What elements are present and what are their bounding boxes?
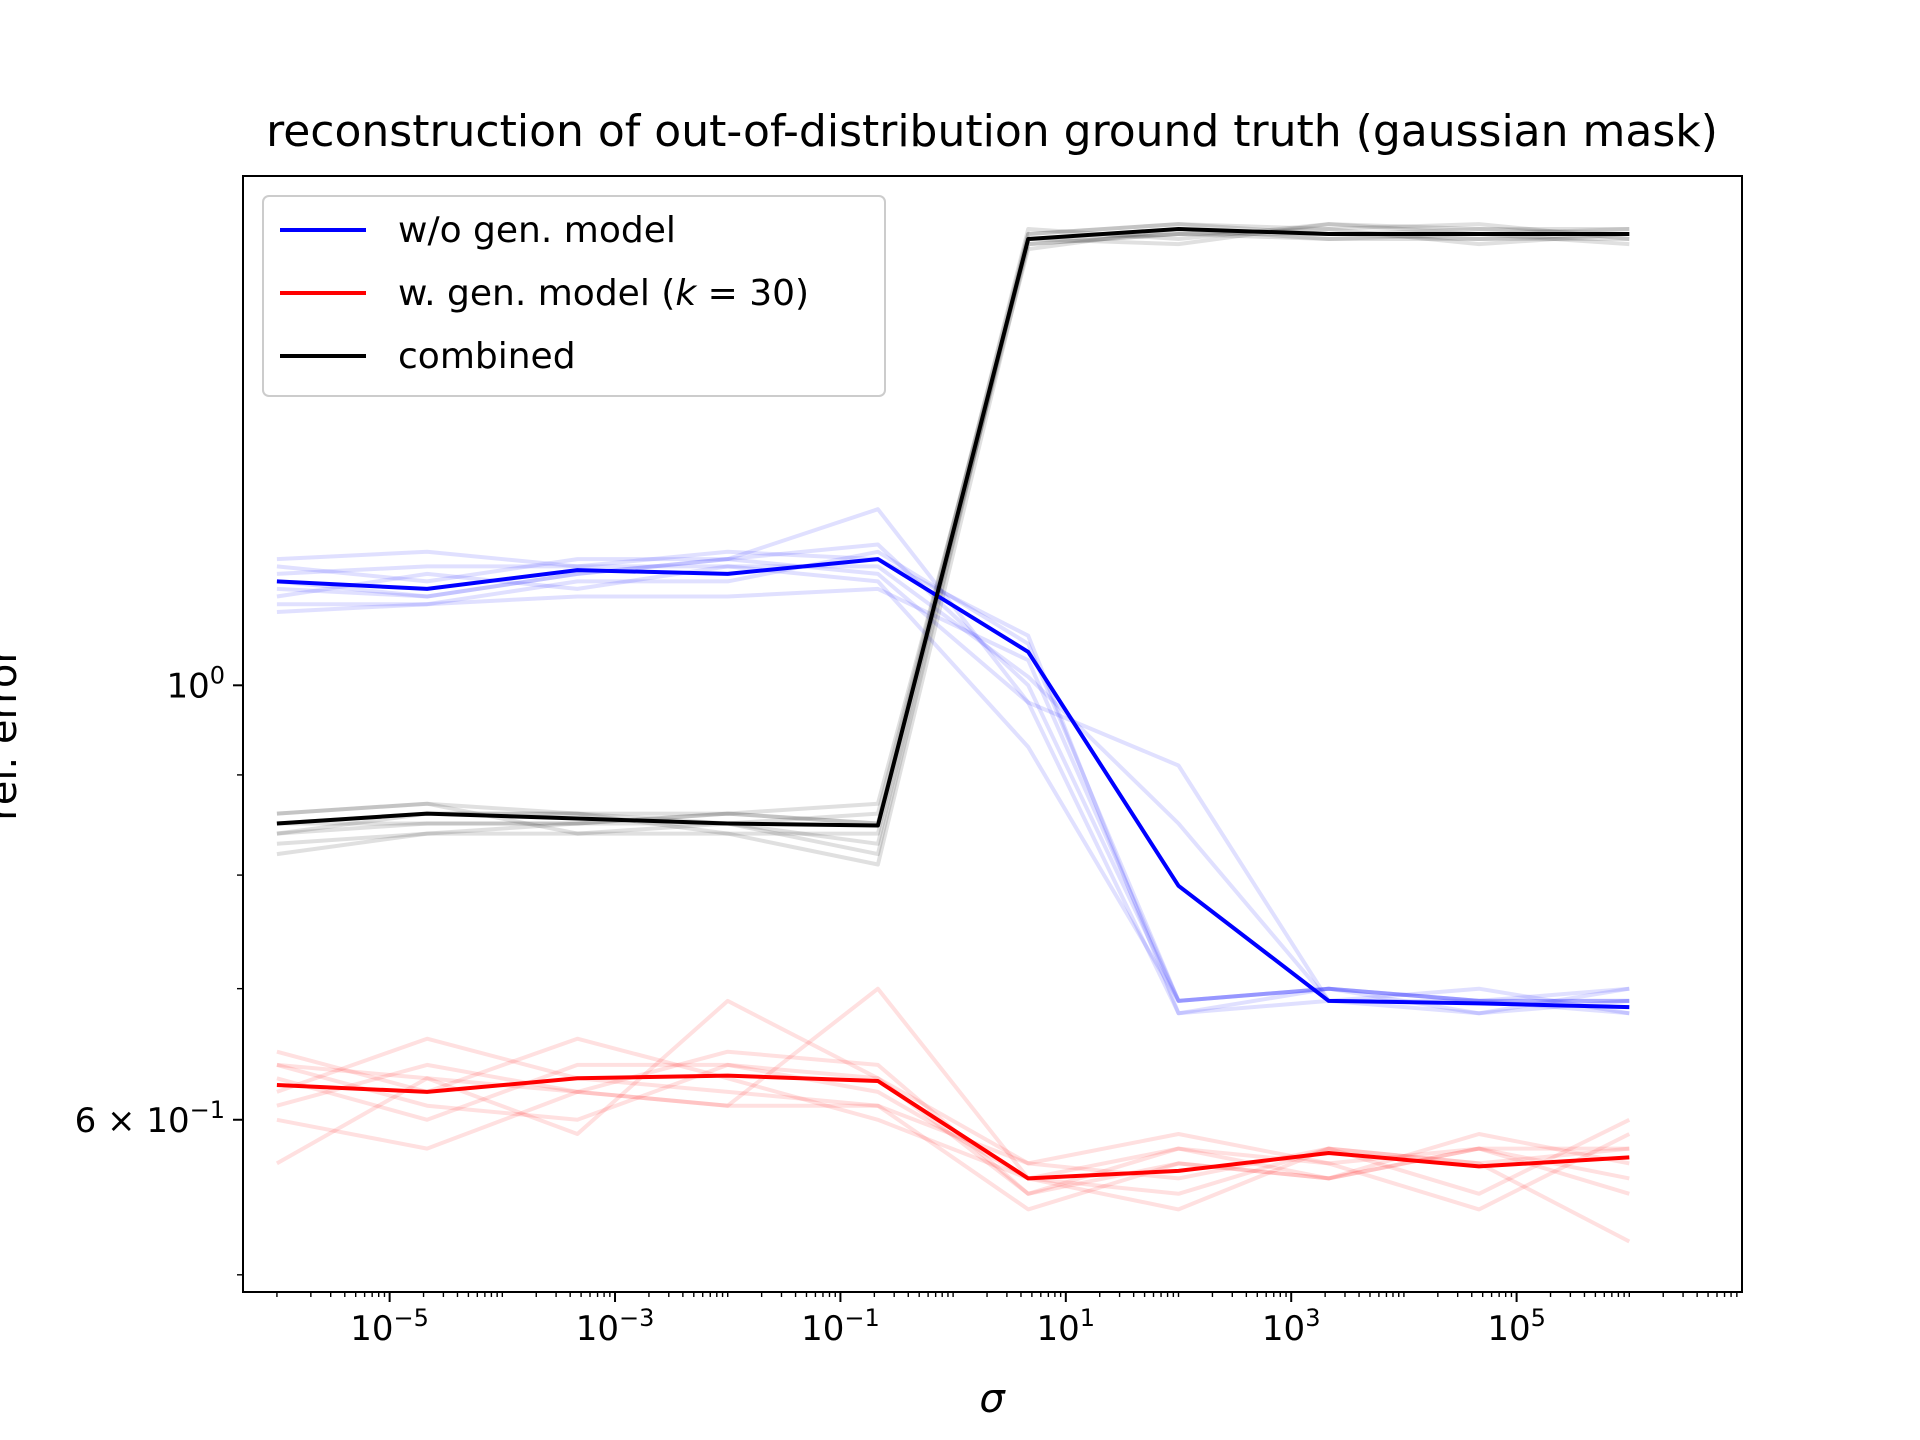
x-tick-label: 10−3 bbox=[576, 1304, 655, 1349]
series-0-mean-line bbox=[276, 557, 1630, 1010]
mean-lines-layer bbox=[276, 227, 1630, 1181]
x-tick-label: 10−1 bbox=[801, 1304, 880, 1349]
x-tick-label: 10−5 bbox=[350, 1304, 429, 1349]
series-1-run-2-line bbox=[275, 998, 1630, 1196]
legend-label: w. gen. model (k = 30) bbox=[398, 273, 809, 314]
y-axis-label: rel. error bbox=[0, 647, 26, 821]
series-1-run-7-line bbox=[276, 1089, 1630, 1212]
series-1-mean-line bbox=[276, 1073, 1630, 1181]
y-tick-label: 100 bbox=[166, 661, 225, 706]
chart-title: reconstruction of out-of-distribution gr… bbox=[266, 106, 1718, 157]
series-0-run-2-line bbox=[276, 557, 1630, 1016]
y-tick-label: 6 × 10−1 bbox=[75, 1096, 225, 1141]
series-2-mean-line bbox=[276, 227, 1630, 828]
legend: w/o gen. model w. gen. model (k = 30) comb… bbox=[262, 195, 886, 397]
series-1-run-4-line bbox=[276, 1036, 1631, 1244]
x-axis-label: σ bbox=[979, 1376, 1006, 1422]
series-2-run-5-line bbox=[276, 227, 1630, 846]
series-0-run-0-line bbox=[276, 549, 1630, 1016]
faint-runs-layer bbox=[275, 222, 1631, 1244]
legend-label: combined bbox=[398, 336, 576, 377]
series-0-run-3-line bbox=[276, 549, 1630, 1016]
plot-frame bbox=[242, 175, 1743, 1293]
y-axis: 100 6 × 10−1 bbox=[75, 661, 243, 1276]
series-2-run-0-line bbox=[276, 222, 1630, 816]
x-tick-label: 101 bbox=[1037, 1304, 1096, 1349]
series-1-run-3-line bbox=[276, 1036, 1631, 1212]
legend-frame bbox=[262, 195, 886, 397]
series-2-run-4-line bbox=[276, 222, 1630, 836]
x-axis: 10−5 10−3 10−1 101 103 105 bbox=[276, 1292, 1738, 1349]
series-2-run-7-line bbox=[276, 232, 1630, 867]
legend-label: w/o gen. model bbox=[398, 210, 676, 251]
series-0-run-4-line bbox=[276, 564, 1630, 1003]
series-1-run-0-line bbox=[276, 1062, 1630, 1181]
series-1-run-6-line bbox=[276, 1062, 1631, 1196]
x-tick-label: 105 bbox=[1487, 1304, 1546, 1349]
series-0-run-6-line bbox=[276, 542, 1630, 1003]
x-tick-label: 103 bbox=[1262, 1304, 1321, 1349]
series-2-run-1-line bbox=[276, 222, 1630, 857]
